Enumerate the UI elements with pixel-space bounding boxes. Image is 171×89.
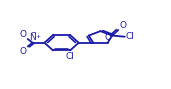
Text: Cl: Cl	[66, 52, 75, 61]
Text: O: O	[119, 21, 126, 30]
Text: O: O	[20, 30, 27, 39]
Text: N: N	[29, 33, 36, 42]
Text: O: O	[104, 33, 111, 42]
Text: +: +	[36, 34, 41, 39]
Text: −: −	[30, 31, 36, 36]
Text: O: O	[20, 47, 27, 56]
Text: Cl: Cl	[126, 32, 135, 41]
